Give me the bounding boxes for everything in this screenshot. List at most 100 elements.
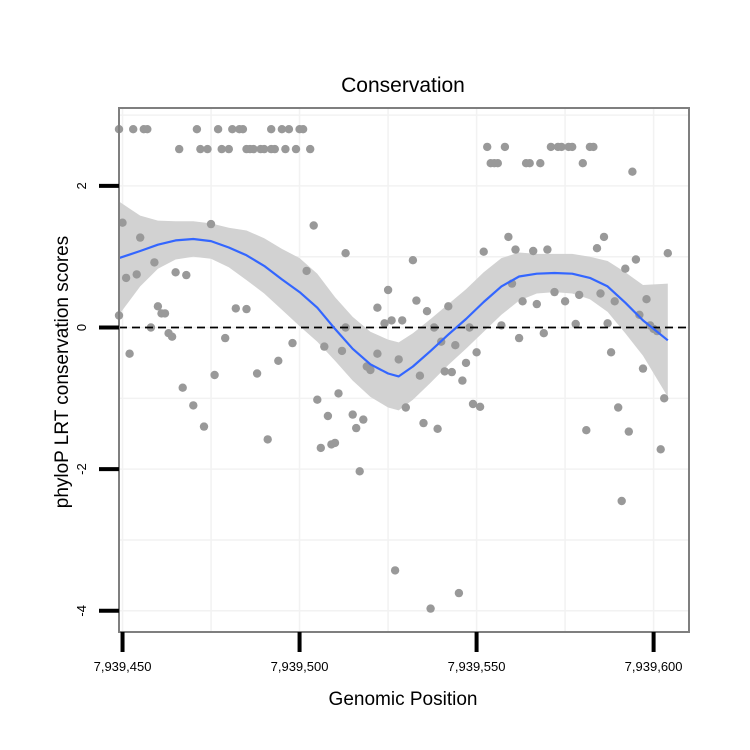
data-point — [213, 125, 223, 134]
data-point — [571, 319, 580, 329]
data-point — [330, 438, 340, 448]
data-point — [663, 249, 672, 258]
data-point — [302, 266, 311, 276]
data-point — [504, 232, 513, 242]
y-tick-label: 0 — [74, 324, 89, 331]
data-point — [422, 307, 432, 316]
data-point — [642, 295, 651, 304]
data-point — [483, 142, 492, 152]
data-point — [529, 246, 538, 256]
data-point — [313, 395, 322, 404]
x-axis: 7,939,450 7,939,500 7,939,550 7,939,600 — [94, 632, 683, 674]
data-point — [298, 125, 308, 134]
data-point — [518, 297, 527, 306]
data-point — [493, 159, 502, 168]
data-point — [419, 418, 428, 428]
data-point — [472, 348, 481, 357]
data-point — [260, 144, 269, 154]
data-point — [631, 255, 641, 264]
data-point — [277, 125, 287, 134]
data-point — [536, 159, 545, 168]
data-point — [557, 142, 566, 152]
y-tick-label: -2 — [74, 463, 89, 475]
data-point — [132, 270, 141, 279]
data-point — [451, 341, 460, 350]
data-point — [153, 302, 163, 311]
data-point — [614, 403, 623, 412]
data-point — [447, 367, 456, 377]
data-point — [568, 142, 577, 152]
data-point — [426, 604, 435, 613]
data-point — [660, 394, 669, 403]
y-tick-label: 2 — [74, 182, 89, 189]
data-point — [281, 144, 290, 154]
data-point — [539, 329, 548, 338]
y-tick-label: -4 — [74, 605, 89, 617]
data-point — [525, 159, 534, 168]
data-point — [589, 142, 598, 152]
data-point — [274, 356, 283, 365]
x-tick-label: 7,939,600 — [625, 659, 683, 674]
data-point — [624, 427, 633, 436]
data-point — [638, 364, 648, 373]
data-point — [617, 496, 626, 506]
data-point — [348, 410, 357, 419]
data-point — [390, 566, 400, 575]
smooth-trend-line — [118, 237, 669, 378]
data-point — [543, 245, 552, 254]
data-point — [621, 264, 630, 273]
data-point — [167, 332, 177, 341]
data-point — [189, 401, 198, 410]
data-point — [228, 125, 237, 134]
data-point — [394, 355, 403, 364]
data-point — [242, 304, 251, 314]
data-point — [401, 403, 410, 412]
data-point — [359, 415, 368, 424]
data-point — [606, 348, 616, 357]
data-point — [578, 159, 587, 168]
data-point — [320, 342, 329, 351]
data-point — [458, 376, 467, 385]
data-point — [306, 144, 315, 154]
x-tick-label: 7,939,450 — [94, 659, 152, 674]
data-point — [210, 370, 219, 380]
data-point — [380, 319, 389, 328]
data-point — [610, 297, 619, 306]
data-point — [136, 233, 145, 242]
data-point — [479, 247, 488, 256]
data-point — [288, 338, 297, 348]
data-point — [628, 167, 637, 176]
data-point — [599, 232, 609, 242]
data-point — [129, 125, 138, 134]
data-point — [560, 297, 570, 306]
data-point — [656, 445, 665, 454]
data-point — [475, 402, 485, 411]
data-point — [511, 245, 520, 254]
data-point — [468, 399, 478, 409]
data-points — [114, 125, 672, 613]
data-point — [575, 290, 584, 300]
data-point — [206, 219, 216, 229]
data-point — [387, 316, 396, 325]
data-point — [635, 310, 644, 319]
data-point — [454, 588, 464, 598]
data-point — [217, 144, 226, 154]
data-point — [433, 424, 442, 433]
data-point — [203, 144, 212, 154]
data-point — [461, 358, 471, 368]
data-point — [118, 218, 127, 227]
data-point — [355, 467, 364, 476]
data-point — [546, 142, 556, 152]
data-point — [582, 426, 591, 435]
data-point — [341, 249, 350, 258]
data-point — [334, 389, 343, 398]
data-point — [238, 125, 248, 134]
panel-border — [118, 107, 690, 633]
data-point — [373, 303, 382, 312]
data-point — [596, 289, 605, 298]
data-point — [171, 268, 180, 277]
data-point — [182, 270, 191, 280]
data-point — [337, 346, 347, 356]
data-point — [440, 367, 449, 376]
